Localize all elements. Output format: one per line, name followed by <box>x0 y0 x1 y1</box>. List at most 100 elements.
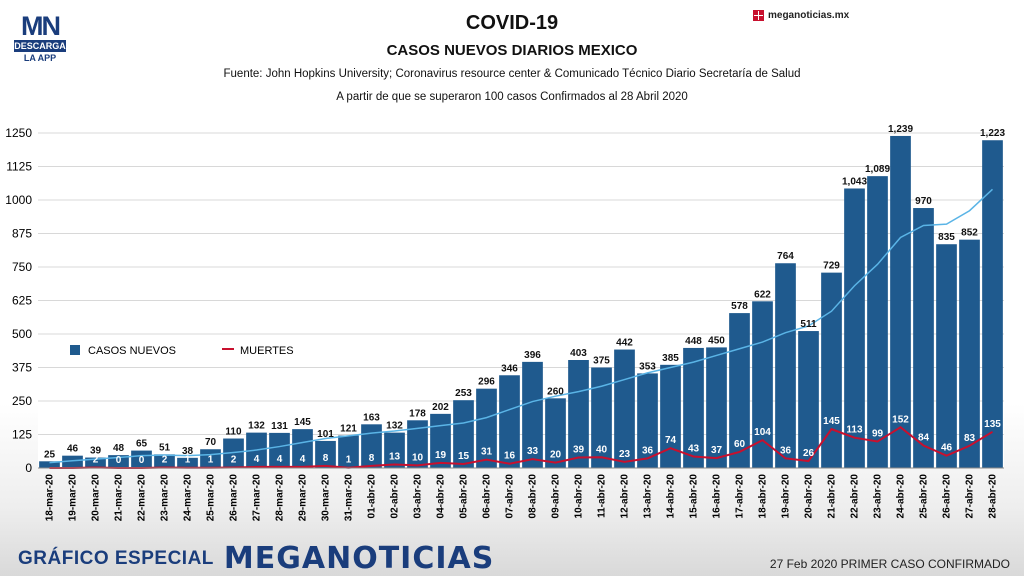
death-value-label: 8 <box>323 453 329 464</box>
footer-note: 27 Feb 2020 PRIMER CASO CONFIRMADO <box>769 557 1010 571</box>
death-value-label: 23 <box>619 449 631 460</box>
bar-value-label: 51 <box>159 442 171 453</box>
x-tick-label: 26-mar-20 <box>229 474 240 522</box>
x-tick-label: 09-abr-20 <box>551 474 562 519</box>
bar-value-label: 132 <box>248 421 265 432</box>
bar <box>545 398 566 468</box>
bar-value-label: 296 <box>478 377 495 388</box>
bar <box>637 373 658 468</box>
x-tick-label: 24-abr-20 <box>896 474 907 519</box>
x-tick-label: 05-abr-20 <box>459 474 470 519</box>
x-tick-label: 04-abr-20 <box>436 474 447 519</box>
bar <box>292 429 313 468</box>
x-tick-label: 01-abr-20 <box>367 474 378 519</box>
x-tick-label: 11-abr-20 <box>597 474 608 518</box>
death-value-label: 84 <box>918 432 930 443</box>
bar <box>269 432 290 468</box>
death-value-label: 39 <box>573 445 585 456</box>
bar-value-label: 48 <box>113 443 125 454</box>
bar <box>85 457 106 468</box>
x-tick-label: 30-mar-20 <box>321 474 332 522</box>
bar <box>407 420 428 468</box>
y-axis: 0 125 250 375 500 625 750 875 1000 1125 1250 <box>5 126 32 475</box>
x-tick-label: 25-mar-20 <box>206 474 217 522</box>
x-tick-label: 17-abr-20 <box>735 474 746 519</box>
bar <box>154 454 175 468</box>
bar-value-label: 1,223 <box>980 128 1005 139</box>
bar-value-label: 622 <box>754 289 771 300</box>
x-tick-label: 23-abr-20 <box>873 474 884 519</box>
bar-value-label: 253 <box>455 388 472 399</box>
chart-subtitle: CASOS NUEVOS DIARIOS MEXICO <box>386 42 638 59</box>
x-axis: 18-mar-20 19-mar-20 20-mar-20 21-mar-20 22-m… <box>38 467 1004 522</box>
death-value-label: 113 <box>846 425 863 436</box>
bar <box>844 188 865 468</box>
death-value-label: 145 <box>823 416 840 427</box>
death-value-label: 16 <box>504 451 516 462</box>
bar <box>982 140 1003 468</box>
bar-value-label: 346 <box>501 363 518 374</box>
y-tick-label: 375 <box>12 361 32 375</box>
meganoticias-app-logo: MN DESCARGA LA APP <box>14 12 66 64</box>
bar-value-label: 38 <box>182 446 194 457</box>
bar-value-label: 132 <box>386 421 403 432</box>
death-value-label: 31 <box>481 447 493 458</box>
legend-cases-swatch <box>70 345 80 355</box>
bar-value-label: 202 <box>432 402 449 413</box>
x-tick-label: 26-abr-20 <box>942 474 953 519</box>
bar-value-label: 46 <box>67 444 79 455</box>
x-tick-label: 21-mar-20 <box>114 474 125 522</box>
bar <box>568 359 589 468</box>
death-value-label: 152 <box>892 414 909 425</box>
x-tick-label: 27-mar-20 <box>252 474 263 522</box>
death-value-label: 19 <box>435 450 447 461</box>
x-tick-label: 22-abr-20 <box>850 474 861 519</box>
x-tick-label: 10-abr-20 <box>574 474 585 519</box>
x-tick-label: 14-abr-20 <box>666 474 677 519</box>
bar <box>867 176 888 468</box>
bar <box>936 244 957 468</box>
death-value-label: 26 <box>803 448 815 459</box>
death-value-label: 2 <box>93 454 99 465</box>
bar <box>361 424 382 468</box>
bar <box>775 263 796 468</box>
bar <box>821 272 842 468</box>
x-tick-label: 19-mar-20 <box>68 474 79 522</box>
death-value-label: 8 <box>369 453 375 464</box>
bar-value-label: 260 <box>547 386 564 397</box>
bar <box>384 432 405 468</box>
x-tick-label: 23-mar-20 <box>160 474 171 522</box>
y-tick-label: 500 <box>12 327 32 341</box>
death-value-label: 83 <box>964 433 976 444</box>
chart-title: COVID-19 <box>465 12 559 34</box>
x-tick-label: 16-abr-20 <box>712 474 723 519</box>
bar-value-label: 450 <box>708 335 725 346</box>
bar <box>798 331 819 468</box>
y-tick-label: 1250 <box>5 126 32 140</box>
death-value-label: 46 <box>941 443 953 454</box>
footer-branding: GRÁFICO ESPECIAL MEGANOTICIAS <box>18 541 494 576</box>
y-tick-label: 1125 <box>6 160 32 174</box>
bar <box>706 347 727 468</box>
death-value-label: 10 <box>412 452 424 463</box>
death-value-label: 2 <box>231 454 237 465</box>
death-value-label: 135 <box>984 419 1001 430</box>
bar-value-label: 764 <box>777 251 794 262</box>
bar-value-label: 65 <box>136 439 148 450</box>
bar <box>660 364 681 468</box>
bar <box>177 457 198 468</box>
x-tick-label: 03-abr-20 <box>413 474 424 519</box>
x-tick-label: 19-abr-20 <box>781 474 792 519</box>
bar-value-label: 396 <box>524 350 541 361</box>
bar-value-label: 970 <box>915 196 932 207</box>
bar-value-label: 145 <box>294 417 311 428</box>
death-value-label: 4 <box>254 454 260 465</box>
bar-value-label: 835 <box>938 232 955 243</box>
x-tick-label: 15-abr-20 <box>689 474 700 519</box>
x-tick-label: 27-abr-20 <box>965 474 976 519</box>
bar-value-label: 375 <box>593 356 610 367</box>
bar-value-label: 25 <box>44 449 56 460</box>
chart-period-note: A partir de que se superaron 100 casos C… <box>336 91 688 103</box>
death-value-label: 20 <box>550 450 562 461</box>
